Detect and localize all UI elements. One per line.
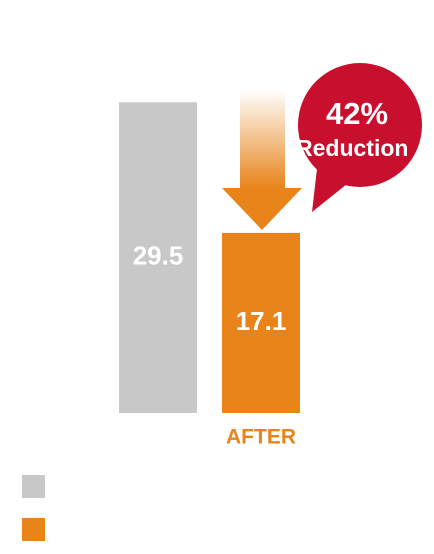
bubble-circle (298, 63, 422, 187)
bar (119, 102, 197, 414)
value-label: 17.1 (236, 306, 287, 336)
legend-swatch (22, 518, 45, 541)
reduction-arrow (222, 90, 302, 230)
annotation-subtitle: Reduction (296, 135, 408, 161)
x-tick-label: AFTER (226, 426, 296, 449)
reduction-bubble: 42% Reduction (296, 63, 422, 212)
annotation-title: 42% (326, 96, 388, 131)
legend-swatch (22, 475, 45, 498)
value-label: 29.5 (133, 241, 184, 271)
bar (222, 232, 300, 413)
